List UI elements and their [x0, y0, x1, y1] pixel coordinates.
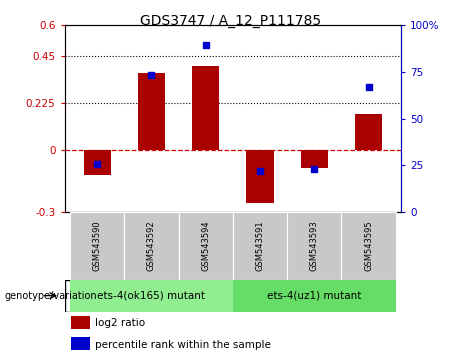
- Bar: [233, 212, 287, 280]
- Text: GSM543595: GSM543595: [364, 221, 373, 272]
- Bar: [178, 212, 233, 280]
- Text: GSM543592: GSM543592: [147, 221, 156, 272]
- Text: log2 ratio: log2 ratio: [95, 318, 145, 329]
- Text: GSM543590: GSM543590: [93, 221, 101, 272]
- Bar: [287, 212, 341, 280]
- Bar: [138, 73, 165, 150]
- Text: percentile rank within the sample: percentile rank within the sample: [95, 339, 271, 350]
- Point: [148, 73, 155, 78]
- Bar: [246, 150, 273, 203]
- Bar: [233, 280, 396, 312]
- Bar: [341, 212, 396, 280]
- Point: [311, 166, 318, 172]
- Text: GSM543594: GSM543594: [201, 221, 210, 272]
- Bar: [71, 337, 90, 350]
- Point: [202, 42, 209, 48]
- Bar: [301, 150, 328, 167]
- Bar: [70, 212, 124, 280]
- Point: [256, 168, 264, 174]
- Bar: [71, 316, 90, 329]
- Bar: [83, 150, 111, 175]
- Text: ets-4(ok165) mutant: ets-4(ok165) mutant: [97, 291, 206, 301]
- Bar: [192, 67, 219, 150]
- Text: GDS3747 / A_12_P111785: GDS3747 / A_12_P111785: [140, 14, 321, 28]
- Text: GSM543591: GSM543591: [255, 221, 265, 272]
- Text: GSM543593: GSM543593: [310, 221, 319, 272]
- Bar: [124, 212, 178, 280]
- Point: [365, 84, 372, 90]
- Text: ets-4(uz1) mutant: ets-4(uz1) mutant: [267, 291, 361, 301]
- Bar: [355, 114, 382, 150]
- Bar: [70, 280, 233, 312]
- Point: [94, 161, 101, 166]
- Text: genotype/variation: genotype/variation: [5, 291, 97, 301]
